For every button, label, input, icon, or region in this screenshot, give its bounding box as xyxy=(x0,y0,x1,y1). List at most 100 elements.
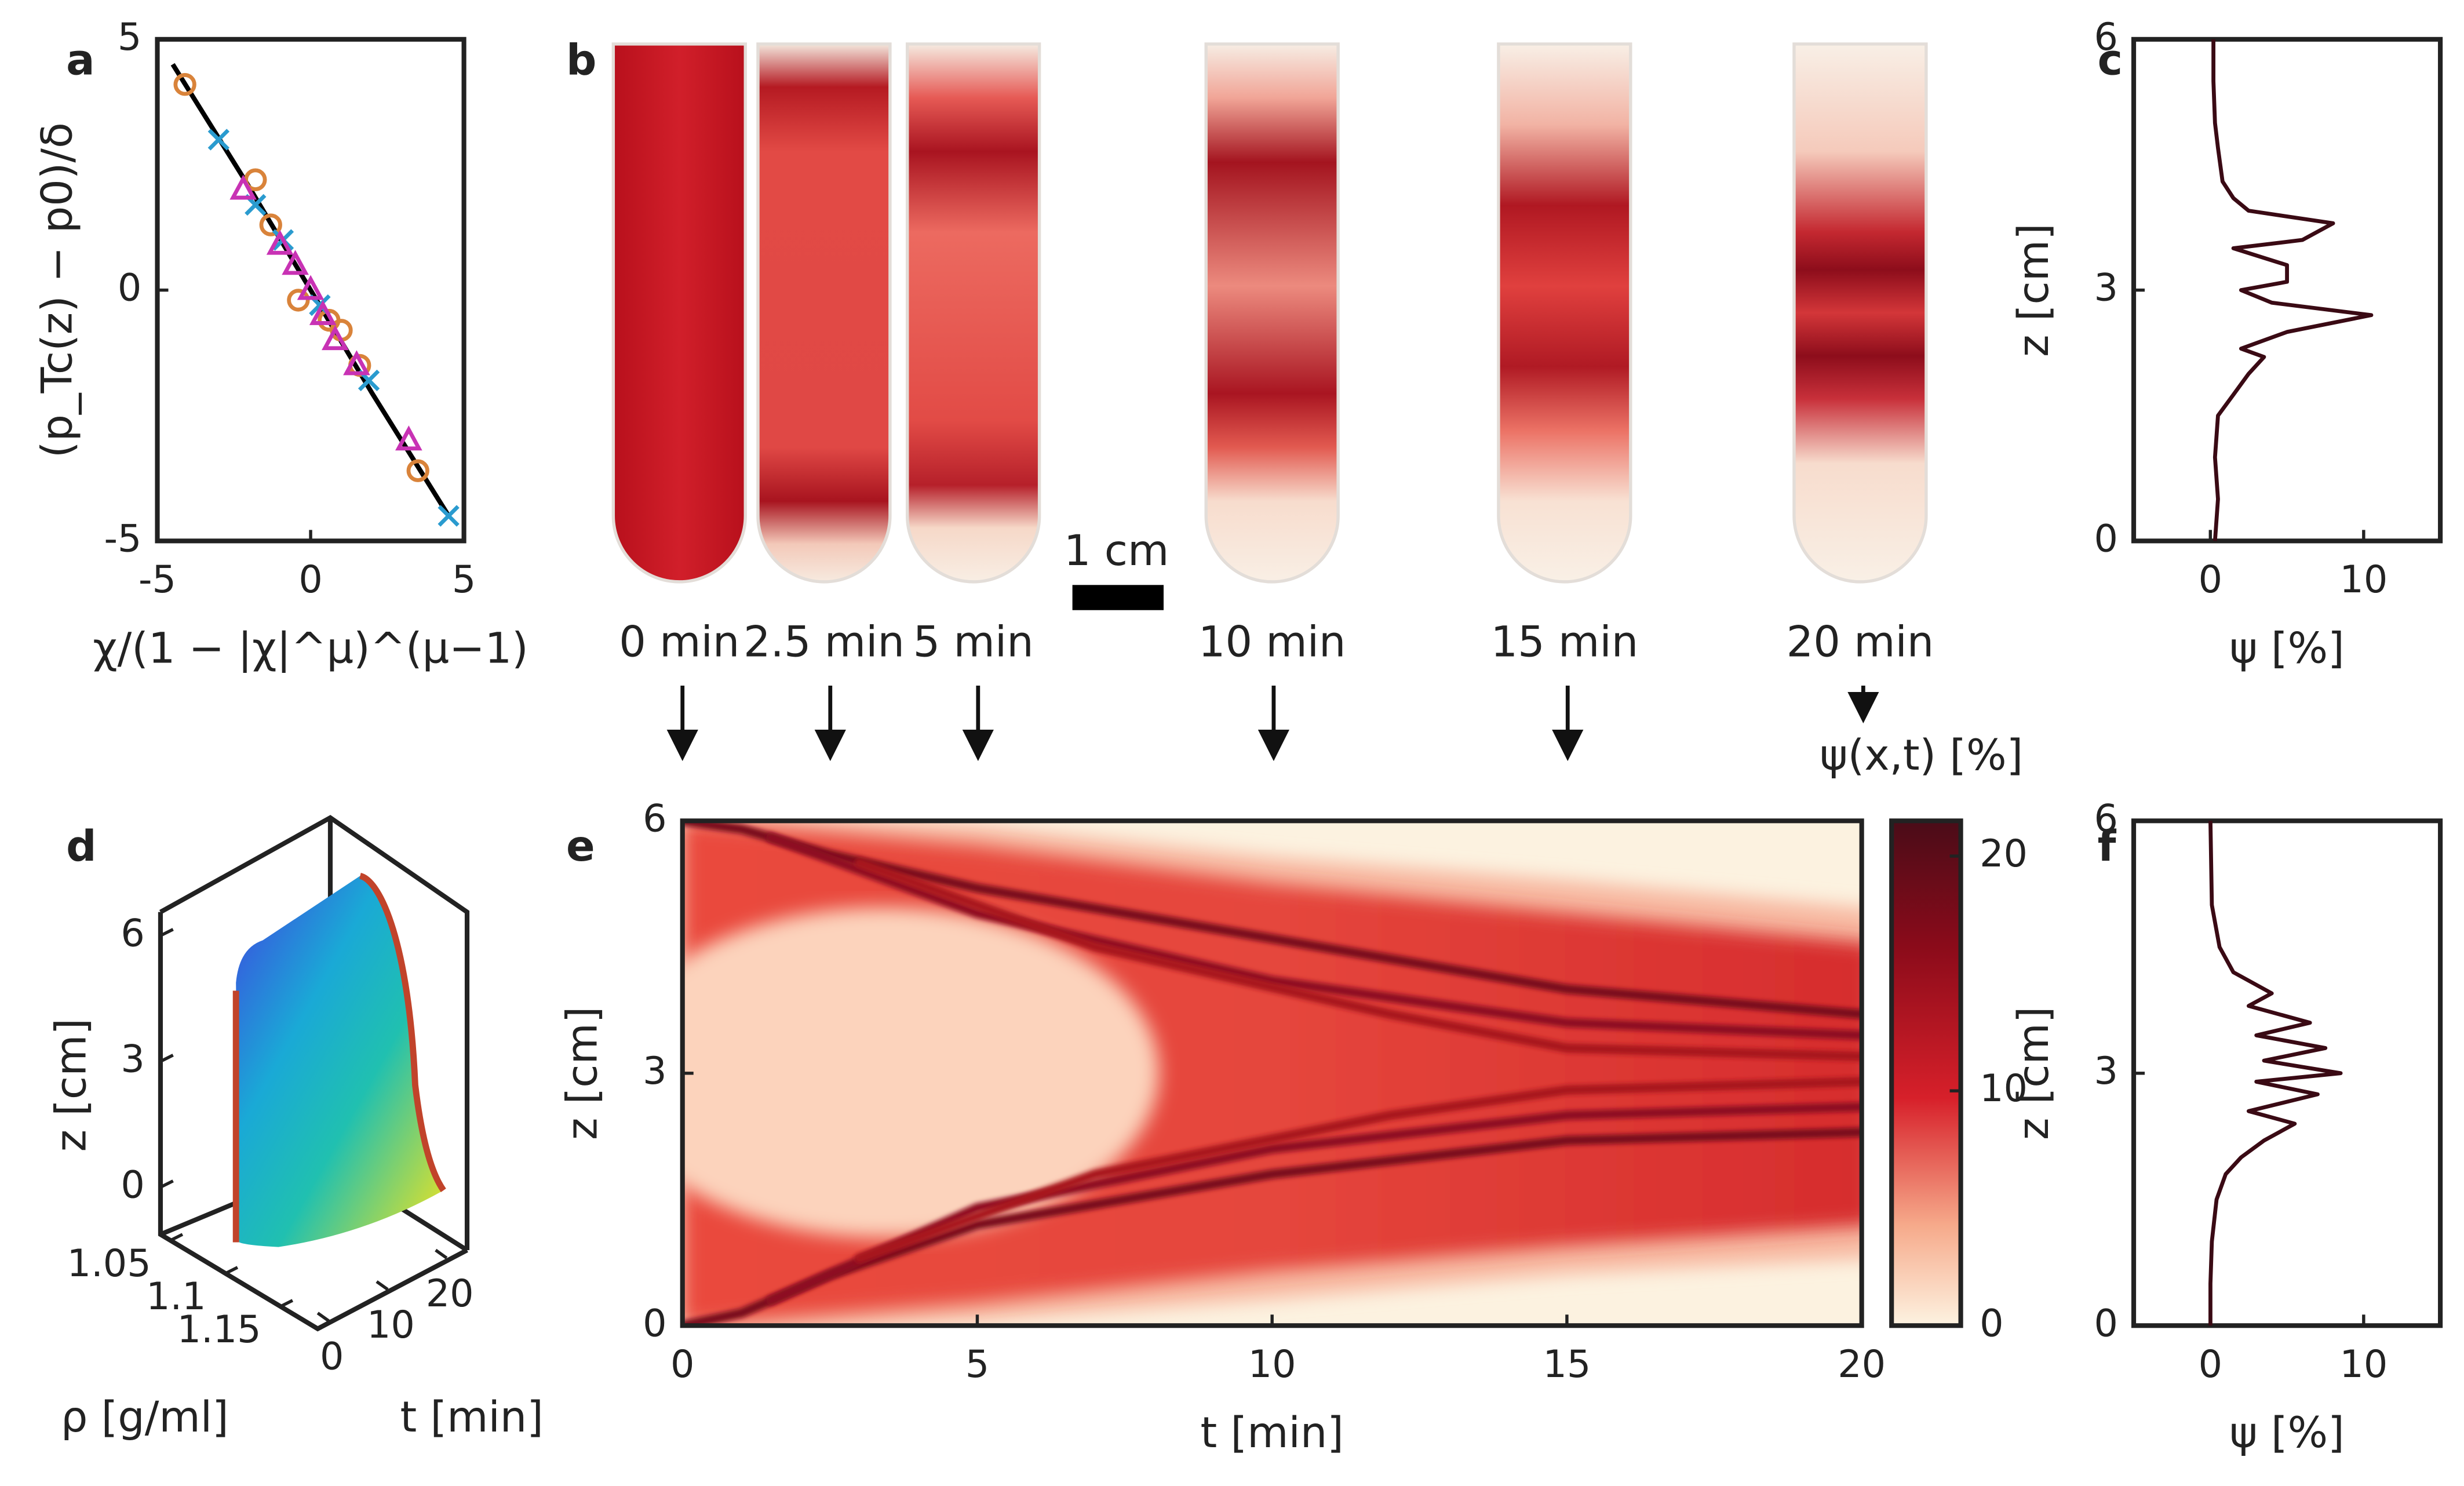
point xyxy=(343,350,370,376)
x-tick-label: 5 xyxy=(452,558,476,602)
t-tick-label: 20 xyxy=(426,1272,474,1316)
rho-axis-label: ρ [g/ml] xyxy=(61,1393,229,1442)
point xyxy=(244,168,267,191)
y-tick-label: 5 xyxy=(118,16,141,59)
time-label: 15 min xyxy=(1491,617,1639,666)
point xyxy=(322,325,349,351)
x-tick-label: 5 xyxy=(965,1343,989,1386)
y-tick-label: 3 xyxy=(2094,1050,2117,1093)
x-tick-label: 10 xyxy=(1248,1343,1296,1386)
point xyxy=(266,230,294,255)
rho-tick xyxy=(169,1233,184,1243)
band xyxy=(854,1077,1862,1263)
rho-tick-label: 1.05 xyxy=(67,1242,151,1285)
rho-tick xyxy=(279,1299,294,1309)
tube xyxy=(906,42,1041,584)
y-axis-label: z [cm] xyxy=(2009,223,2058,357)
axes-frame xyxy=(2131,818,2443,1328)
x-axis-label: χ/(1 − |χ|^μ)^(μ−1) xyxy=(93,624,528,673)
y-tick-label: 0 xyxy=(643,1302,666,1345)
y-tick-label: 0 xyxy=(2094,517,2117,560)
y-tick-label: 3 xyxy=(2094,267,2117,310)
heatmap-center xyxy=(682,907,1159,1238)
panel-label: d xyxy=(66,822,96,871)
time-label: 5 min xyxy=(913,617,1034,666)
x-tick-label: 0 xyxy=(298,558,322,602)
t-tick-label: 10 xyxy=(367,1303,415,1347)
point xyxy=(309,300,337,325)
panel-label: e xyxy=(566,822,595,871)
band xyxy=(766,833,1862,1040)
y-tick-label: -5 xyxy=(104,517,141,560)
t-tick xyxy=(316,1312,330,1323)
point xyxy=(282,250,309,275)
x-tick-label: 10 xyxy=(2339,1343,2388,1386)
tube xyxy=(1204,42,1340,584)
heatmap xyxy=(682,821,1862,1326)
time-arrows xyxy=(666,685,1879,762)
colorbar xyxy=(1889,818,1963,1328)
t-tick xyxy=(376,1280,389,1291)
profile-line xyxy=(2208,821,2343,1326)
x-tick-label: 20 xyxy=(1838,1343,1886,1386)
band xyxy=(682,821,1862,1019)
point xyxy=(406,459,429,482)
point xyxy=(330,319,353,342)
z-tick xyxy=(159,928,174,937)
panel-label: f xyxy=(2098,822,2117,871)
colorbar-tick-label: 10 xyxy=(1980,1067,2028,1110)
y-tick-label: 0 xyxy=(118,267,141,310)
panel-label: a xyxy=(66,36,94,85)
x-axis-label: ψ [%] xyxy=(2229,1408,2344,1458)
y-axis-label: z [cm] xyxy=(558,1007,607,1141)
z-tick xyxy=(159,1179,174,1189)
rho-tick-label: 1.15 xyxy=(177,1308,261,1352)
colorbar-label: ψ(x,t) [%] xyxy=(1820,731,2023,780)
x-tick-label: 0 xyxy=(2199,1343,2222,1386)
y-tick-label: 0 xyxy=(2094,1302,2117,1345)
point xyxy=(287,289,310,312)
point xyxy=(259,213,282,236)
point xyxy=(173,73,196,96)
t-tick xyxy=(435,1248,448,1259)
panel-label: c xyxy=(2098,36,2123,85)
y-tick-label: 6 xyxy=(2094,797,2117,840)
band xyxy=(682,1127,1862,1326)
rho-tick xyxy=(224,1266,239,1276)
y-axis-label: z [cm] xyxy=(2009,1007,2058,1141)
t-axis-label: t [min] xyxy=(400,1393,544,1442)
x-tick-label: 10 xyxy=(2339,558,2388,602)
x-tick-label: 0 xyxy=(670,1343,694,1386)
x-tick-label: 0 xyxy=(2199,558,2222,602)
y-tick-label: 3 xyxy=(643,1050,666,1093)
x-tick-label: -5 xyxy=(138,558,176,602)
y-tick-label: 6 xyxy=(2094,16,2117,59)
time-label: 10 min xyxy=(1198,617,1346,666)
scale-bar-label: 1 cm xyxy=(1064,526,1169,576)
rho-tick-label: 1.1 xyxy=(146,1275,206,1319)
y-tick-label: 6 xyxy=(643,797,666,840)
tube xyxy=(1497,42,1632,584)
profile-line xyxy=(2211,39,2374,541)
t-tick-label: 0 xyxy=(320,1335,344,1378)
point xyxy=(438,505,460,527)
tube xyxy=(1792,42,1928,584)
axes-frame xyxy=(2131,37,2443,544)
surface xyxy=(236,876,444,1247)
x-axis-label: ψ [%] xyxy=(2229,624,2344,673)
surface-edge xyxy=(232,872,446,1243)
band xyxy=(854,858,1862,1061)
z-tick xyxy=(159,1054,174,1063)
colorbar-tick-label: 20 xyxy=(1980,832,2028,876)
z-tick-label: 0 xyxy=(121,1164,144,1207)
colorbar-tick-label: 0 xyxy=(1980,1302,2003,1345)
scale-bar xyxy=(1072,585,1164,610)
time-label: 20 min xyxy=(1787,617,1934,666)
time-label: 2.5 min xyxy=(743,617,905,666)
z-tick-label: 3 xyxy=(121,1037,144,1081)
y-axis-label: (p_Tc(z) − p0)/δ xyxy=(32,122,82,458)
point xyxy=(229,174,257,200)
point xyxy=(395,425,422,451)
tube xyxy=(611,42,747,584)
